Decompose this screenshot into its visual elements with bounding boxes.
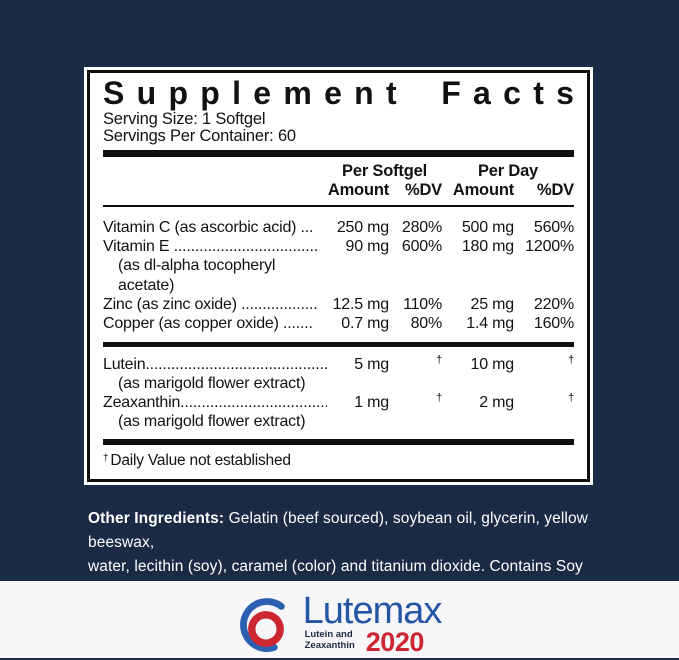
amount-per-softgel: 1 mg [354,394,389,412]
dv-per-softgel-dagger: † [436,392,442,405]
serving-size: Serving Size: 1 Softgel [103,109,266,128]
logo-tagline-line2: Zeaxanthin [304,639,355,651]
dv-per-day-dagger: † [568,353,574,366]
col-group-per-softgel: Per Softgel [342,162,427,181]
amount-per-softgel: 0.7 mg [341,315,389,333]
other-ingredients-line1: Gelatin (beef sourced), soybean oil, gly… [88,510,588,551]
divider-thick-bottom [103,438,574,445]
divider-thick-top [103,150,574,158]
dv-per-softgel: 80% [410,315,443,333]
amount-per-day: 10 mg [470,355,515,373]
table-row-zeaxanthin: Zeaxanthin..............................… [103,392,574,412]
nutrient-name: Vitamin E ..............................… [103,238,318,256]
col-amount-day: Amount [452,181,514,200]
nutrient-name-continued: (as marigold flower extract) [118,374,306,392]
footnote-text: Daily Value not established [110,451,291,469]
dv-per-softgel-dagger: † [436,353,442,366]
divider-thin [103,205,574,208]
logo-tagline-line1: Lutein and [304,629,353,641]
lutemax-logo: Lutemax Lutein and Zeaxanthin 2020 [0,590,679,660]
logo-tagline: Lutein and Zeaxanthin [305,630,355,651]
nutrient-name: Vitamin C (as ascorbic acid) ... [103,219,314,237]
bottom-strip [0,581,679,658]
table-row-zinc: Zinc (as zinc oxide) .................. … [103,295,574,314]
dv-per-softgel: 600% [401,238,442,256]
other-ingredients-line2: water, lecithin (soy), caramel (color) a… [88,558,583,575]
logo-year: 2020 [365,627,425,658]
other-ingredients-label: Other Ingredients: [88,510,225,527]
logo-wordmark: Lutemax [302,590,443,632]
amount-per-day: 180 mg [461,238,514,256]
amount-per-day: 25 mg [470,295,515,313]
other-ingredients: Other Ingredients: Gelatin (beef sourced… [88,507,623,579]
amount-per-softgel: 12.5 mg [332,295,390,313]
amount-per-softgel: 5 mg [354,355,389,373]
amount-per-softgel: 90 mg [345,238,390,256]
col-dv-softgel: %DV [405,181,442,200]
table-row-lutein: Lutein..................................… [103,354,574,374]
table-row-vitamin-e: Vitamin E ..............................… [103,237,574,256]
daily-value-footnote: † Daily Value not established [103,452,574,470]
lutemax-ring-icon [238,595,296,660]
dv-per-day: 560% [533,219,574,237]
nutrient-name: Zeaxanthin..............................… [103,394,327,412]
nutrient-name: Zinc (as zinc oxide) .................. [103,295,318,313]
col-group-per-day: Per Day [477,162,539,181]
col-amount-softgel: Amount [327,181,389,200]
dv-per-day: 160% [533,315,574,333]
dv-per-day: 220% [533,295,574,313]
servings-per-container: Servings Per Container: 60 [103,127,296,146]
table-row-vitamin-c: Vitamin C (as ascorbic acid) ... 250 mg … [103,218,574,237]
column-group-header: Per Softgel Per Day [103,162,574,181]
dv-per-softgel: 280% [401,219,442,237]
nutrient-name-continued: (as marigold flower extract) [118,413,306,431]
nutrient-name: Copper (as copper oxide) ....... [103,315,313,333]
nutrient-name-continued: acetate) [118,276,175,294]
divider-thick-middle [103,342,574,347]
dv-per-day-dagger: † [568,392,574,405]
amount-per-softgel: 250 mg [336,219,389,237]
dagger-symbol: † [103,452,109,464]
amount-per-day: 500 mg [461,219,514,237]
col-dv-day: %DV [537,181,574,200]
column-header: Amount %DV Amount %DV [103,181,574,200]
dv-per-softgel: 110% [403,295,442,313]
table-row-copper: Copper (as copper oxide) ....... 0.7 mg … [103,314,574,333]
amount-per-day: 2 mg [479,394,514,412]
amount-per-day: 1.4 mg [466,315,514,333]
nutrient-name-continued: (as dl-alpha tocopheryl [118,257,276,275]
nutrient-name: Lutein..................................… [103,355,327,373]
dv-per-day: 1200% [525,238,574,256]
